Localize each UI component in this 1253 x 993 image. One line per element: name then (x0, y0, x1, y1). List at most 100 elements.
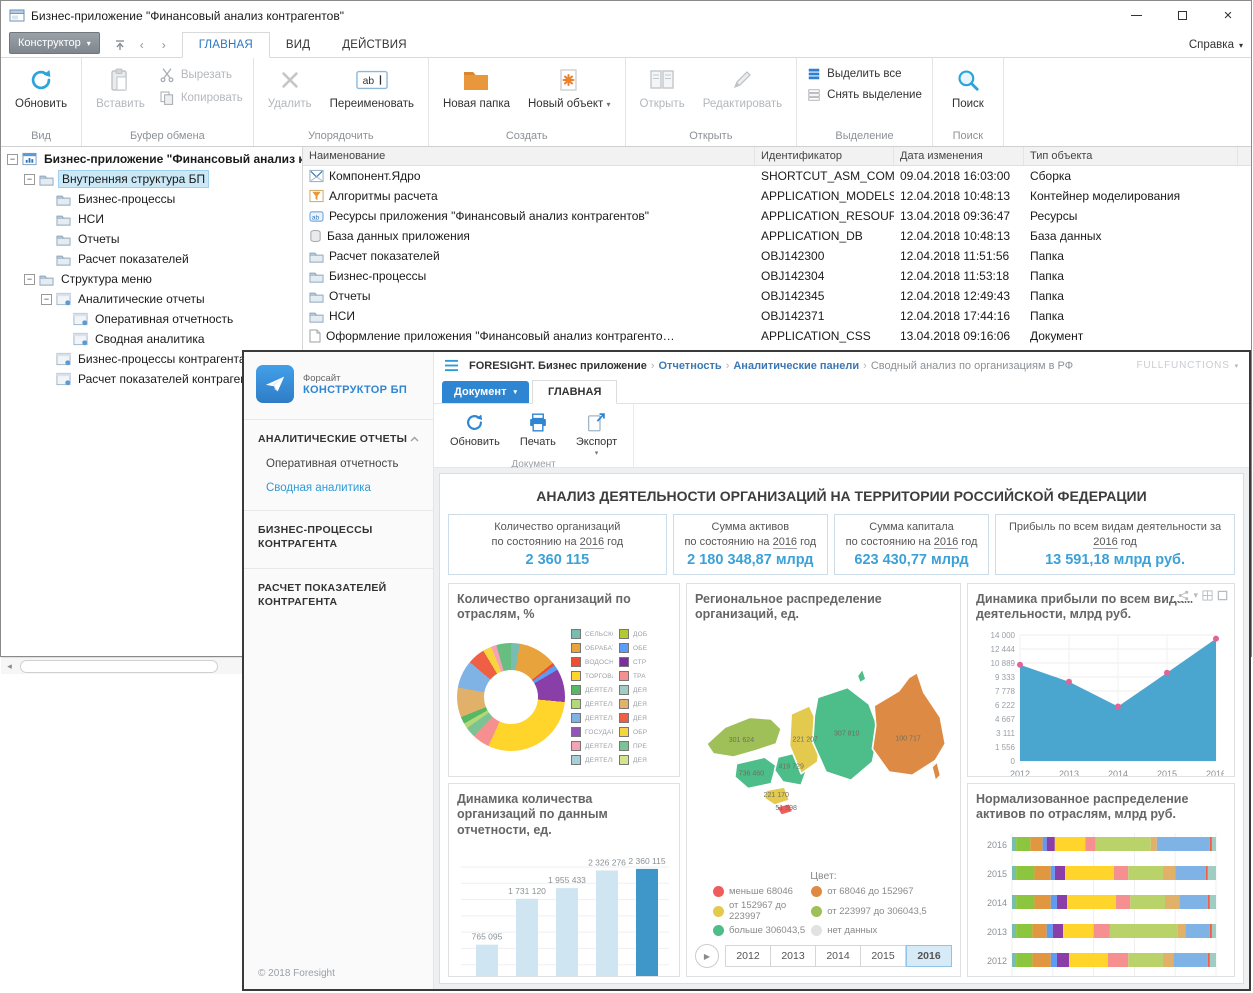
column-header[interactable]: Идентификатор (755, 147, 894, 165)
breadcrumb-item[interactable]: Сводный анализ по организациям в РФ (870, 359, 1074, 372)
tree-expander[interactable]: − (41, 293, 52, 305)
sidebar-item[interactable]: Сводная аналитика (266, 482, 371, 495)
brand-name: Форсайт (303, 372, 341, 384)
scrollbar-thumb[interactable] (20, 659, 218, 673)
tree-item[interactable]: Расчет показателей (1, 249, 302, 269)
table-row[interactable]: Алгоритмы расчета APPLICATION_MODELS 12.04… (303, 186, 1251, 206)
toolbar-button[interactable]: Печать (510, 404, 566, 457)
tree-expander[interactable]: − (24, 173, 35, 185)
tree-item[interactable]: Оперативная отчетность (1, 309, 302, 329)
sidebar-section-header[interactable]: БИЗНЕС-ПРОЦЕССЫ КОНТРАГЕНТА (258, 524, 373, 551)
tree-item[interactable]: − Внутренняя структура БП (1, 169, 302, 189)
scroll-left-arrow[interactable]: ◂ (7, 660, 12, 671)
map-region-fareast[interactable] (871, 672, 947, 777)
breadcrumb-item[interactable]: FORESIGHT. Бизнес приложение (469, 359, 647, 372)
component-icon (309, 169, 324, 183)
kpi-year-link[interactable]: 2016 (1093, 535, 1118, 549)
chevron-down-icon[interactable]: ▾ (1193, 589, 1198, 600)
table-row[interactable]: Бизнес-процессы OBJ142304 12.04.2018 11:53… (303, 266, 1251, 286)
breadcrumb-item[interactable]: Аналитические панели (733, 359, 860, 372)
year-button[interactable]: 2015 (861, 945, 906, 967)
toolbar-button[interactable]: Экспорт ▾ (566, 404, 627, 457)
sidebar-section-header[interactable]: АНАЛИТИЧЕСКИЕ ОТЧЕТЫ (244, 432, 433, 452)
document-menu-tab[interactable]: Документ ▾ (442, 381, 529, 403)
ribbon-group-label: Поиск (952, 130, 984, 142)
column-header[interactable]: Дата изменения (894, 147, 1024, 165)
bar-chart[interactable]: 765 095 1 731 120 1 955 433 2 326 276 2 360 … (457, 843, 671, 976)
column-header[interactable]: Тип объекта (1024, 147, 1238, 165)
tree-expander[interactable]: − (24, 273, 35, 285)
user-menu[interactable]: FULLFUNCTIONS ▾ (1136, 360, 1239, 371)
year-button[interactable]: 2016 (906, 945, 952, 967)
toolbar-button[interactable]: Обновить (440, 404, 510, 457)
map-legend-item: от 152967 до 223997 (712, 900, 811, 922)
table-row[interactable]: ab Ресурсы приложения "Финансовый анализ … (303, 206, 1251, 226)
tree-item[interactable]: − Аналитические отчеты (1, 289, 302, 309)
table-row[interactable]: НСИ OBJ142371 12.04.2018 17:44:16 Папка (303, 306, 1251, 326)
year-button[interactable]: 2012 (725, 945, 771, 967)
table-row[interactable]: Расчет показателей OBJ142300 12.04.2018 11… (303, 246, 1251, 266)
minimize-button[interactable] (1113, 1, 1159, 30)
kpi-year-link[interactable]: 2016 (579, 535, 605, 549)
maximize-panel-icon[interactable] (1217, 590, 1228, 601)
column-header[interactable]: Наименование (303, 147, 755, 165)
tree-item[interactable]: Бизнес-процессы (1, 189, 302, 209)
forward-button[interactable]: › (161, 38, 166, 52)
ribbon-button[interactable]: Новая папка (435, 61, 518, 113)
maximize-button[interactable] (1159, 1, 1205, 30)
table-row[interactable]: База данных приложения APPLICATION_DB 12.0… (303, 226, 1251, 246)
year-button[interactable]: 2014 (816, 945, 861, 967)
tree-expander[interactable]: − (7, 153, 18, 165)
sidebar-item[interactable]: Оперативная отчетность (266, 458, 399, 471)
ribbon-group-label: Открыть (689, 130, 733, 142)
table-row[interactable]: Отчеты OBJ142345 12.04.2018 12:49:43 Папка (303, 286, 1251, 306)
ribbon-button[interactable]: Обновить (7, 61, 75, 113)
area-chart[interactable]: 14 000 12 444 10 889 9 333 7 778 6 222 4 667 3 … (976, 627, 1226, 776)
map-region-south[interactable] (763, 786, 791, 807)
window-title: Бизнес-приложение "Финансовый анализ кон… (31, 8, 344, 23)
map-region-central[interactable] (733, 756, 778, 790)
breadcrumb-item[interactable]: Отчетность (658, 359, 722, 372)
back-button[interactable]: ‹ (139, 38, 144, 52)
ribbon-button[interactable]: Выделить все (807, 67, 922, 81)
ribbon-button[interactable]: Снять выделение (807, 88, 922, 102)
map-region-siberia[interactable] (811, 687, 880, 782)
tab-glavnaya[interactable]: ГЛАВНАЯ (531, 380, 618, 404)
hamburger-icon[interactable] (444, 359, 459, 372)
table-row[interactable]: Компонент.ЯдроSHORTCUT_ASM_COMP…09.04.20… (303, 166, 1251, 186)
kpi-year-link[interactable]: 2016 (772, 535, 798, 549)
tree-item[interactable]: НСИ (1, 209, 302, 229)
grid-view-icon[interactable] (1202, 590, 1213, 601)
constructor-menu-button[interactable]: Конструктор ▾ (9, 32, 100, 54)
table-row[interactable]: Оформление приложения "Финансовый анализ… (303, 326, 1251, 346)
donut-chart[interactable] (457, 643, 565, 752)
ribbon-button[interactable]: Поиск (939, 61, 997, 113)
share-icon[interactable] (1178, 590, 1189, 601)
ribbon-button[interactable]: Новый объект ▾ (520, 61, 619, 113)
tab-1[interactable]: ГЛАВНАЯ (181, 32, 270, 58)
map-region-caucasus[interactable] (775, 803, 794, 817)
up-level-button[interactable] (110, 36, 130, 54)
year-button[interactable]: 2013 (771, 945, 816, 967)
map-region-northwest[interactable] (705, 716, 783, 759)
tab-3[interactable]: ДЕЙСТВИЯ (342, 39, 407, 51)
tree-item[interactable]: Сводная аналитика (1, 329, 302, 349)
constructor-menu-label: Конструктор (18, 37, 81, 49)
tree-item[interactable]: Расчет показателей контрагента (1, 369, 302, 389)
tree-item[interactable]: − Структура меню (1, 269, 302, 289)
sidebar-section-header[interactable]: РАСЧЕТ ПОКАЗАТЕЛЕЙ КОНТРАГЕНТА (258, 581, 387, 608)
tab-2[interactable]: ВИД (285, 39, 311, 51)
play-button[interactable]: ▶ (695, 944, 719, 968)
ribbon-button[interactable]: ab Переименовать (322, 61, 422, 113)
kpi-row: Количество организаций по состоянию на 20… (448, 514, 1235, 575)
russia-map[interactable]: 301 624 736 460 419 729 221 170 51 598 221 20… (695, 627, 952, 870)
kpi-year-link[interactable]: 2016 (933, 535, 959, 549)
tree-item[interactable]: Бизнес-процессы контрагента (1, 349, 302, 369)
tree-horizontal-scrollbar[interactable]: ◂ (1, 657, 302, 674)
close-button[interactable]: × (1223, 7, 1233, 24)
help-menu[interactable]: Справка ▾ (1189, 39, 1243, 51)
legend-item: ТОРГОВЛЯ (571, 671, 613, 682)
tree-item[interactable]: Отчеты (1, 229, 302, 249)
tree-item[interactable]: − Бизнес-приложение "Финансовый анализ ко (1, 149, 302, 169)
